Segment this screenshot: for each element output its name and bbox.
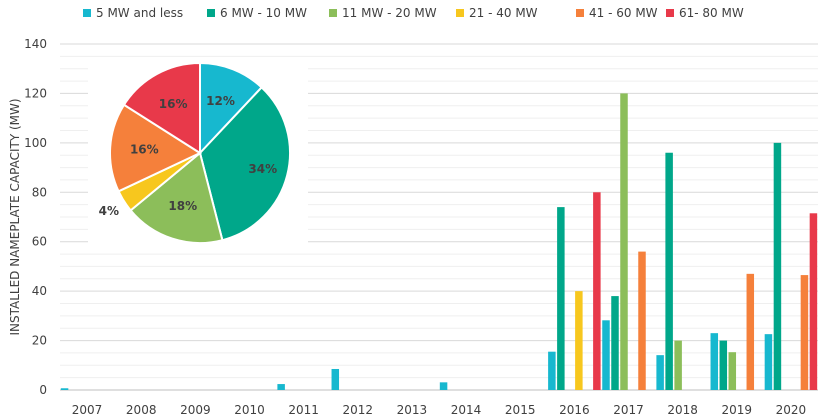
legend-item: 11 MW - 20 MW bbox=[329, 3, 437, 23]
bar-2018-series-2 bbox=[674, 340, 682, 390]
bar-2012-series-0 bbox=[331, 368, 340, 390]
legend-item: 21 - 40 MW bbox=[456, 3, 538, 23]
x-tick-label: 2020 bbox=[776, 403, 807, 417]
bar-2020-series-5 bbox=[809, 213, 818, 390]
y-tick-label: 100 bbox=[24, 136, 47, 150]
bar-2019-series-0 bbox=[710, 333, 719, 390]
legend-swatch bbox=[329, 9, 337, 17]
bar-2019-series-4 bbox=[746, 273, 755, 390]
legend-item: 6 MW - 10 MW bbox=[207, 3, 307, 23]
bar-2020-series-1 bbox=[773, 142, 782, 390]
bar-2014-series-0 bbox=[439, 382, 448, 390]
bar-2020-series-4 bbox=[800, 275, 809, 390]
pie-data-label: 12% bbox=[206, 94, 235, 108]
legend-label: 11 MW - 20 MW bbox=[342, 6, 437, 20]
bar-2016-series-1 bbox=[557, 207, 565, 390]
y-axis-title: INSTALLED NAMEPLATE CAPACITY (MW) bbox=[8, 98, 22, 335]
pie-data-label: 34% bbox=[248, 162, 277, 176]
legend: 5 MW and less 6 MW - 10 MW 11 MW - 20 MW 21… bbox=[0, 3, 833, 23]
pie-data-label: 4% bbox=[99, 204, 119, 218]
bar-2017-series-2 bbox=[620, 93, 628, 391]
bar-2017-series-1 bbox=[611, 296, 619, 390]
y-tick-label: 60 bbox=[32, 235, 47, 249]
legend-label: 61- 80 MW bbox=[679, 6, 744, 20]
pie-slice bbox=[199, 61, 264, 156]
y-axis-ticks: 0 20 40 60 80 100 120 140 bbox=[24, 37, 47, 397]
legend-swatch bbox=[207, 9, 215, 17]
legend-item: 61- 80 MW bbox=[666, 3, 744, 23]
gridlines bbox=[60, 43, 818, 391]
bar-2016-series-0 bbox=[548, 351, 556, 390]
bar-2016-series-5 bbox=[593, 192, 601, 390]
legend-label: 21 - 40 MW bbox=[469, 6, 538, 20]
legend-item: 41 - 60 MW bbox=[576, 3, 658, 23]
bar-2017-series-0 bbox=[602, 320, 610, 390]
legend-label: 41 - 60 MW bbox=[589, 6, 658, 20]
x-tick-label: 2008 bbox=[126, 403, 157, 417]
pie-slice bbox=[198, 85, 291, 242]
bar-2019-series-2 bbox=[728, 352, 737, 390]
bar-2020-series-0 bbox=[764, 334, 773, 390]
x-tick-label: 2019 bbox=[722, 403, 753, 417]
pie-chart: 12% 34% 18% 4% 16% 16% bbox=[88, 58, 308, 248]
x-tick-label: 2017 bbox=[613, 403, 644, 417]
legend-swatch bbox=[666, 9, 674, 17]
pie-data-label: 16% bbox=[159, 97, 188, 111]
x-tick-label: 2015 bbox=[505, 403, 536, 417]
x-tick-label: 2018 bbox=[667, 403, 698, 417]
legend-label: 6 MW - 10 MW bbox=[220, 6, 307, 20]
x-tick-label: 2016 bbox=[559, 403, 590, 417]
x-tick-label: 2011 bbox=[288, 403, 319, 417]
pie-slice bbox=[129, 151, 224, 244]
pie-slice bbox=[109, 103, 203, 193]
bar-2016-series-3 bbox=[575, 291, 583, 390]
bar-series bbox=[60, 93, 818, 391]
legend-swatch bbox=[576, 9, 584, 17]
x-axis-ticks: 2007 2008 2009 2010 2011 2012 2013 2014 2015 2016… bbox=[72, 403, 806, 417]
bar-2018-series-1 bbox=[665, 152, 673, 390]
bar-2007-series-0 bbox=[60, 388, 69, 390]
pie-data-label: 16% bbox=[130, 143, 159, 157]
x-tick-label: 2013 bbox=[397, 403, 428, 417]
y-tick-label: 0 bbox=[39, 383, 47, 397]
x-tick-label: 2007 bbox=[72, 403, 103, 417]
y-tick-label: 20 bbox=[32, 334, 47, 348]
y-tick-label: 40 bbox=[32, 284, 47, 298]
y-tick-label: 140 bbox=[24, 37, 47, 51]
x-tick-label: 2014 bbox=[451, 403, 482, 417]
bar-2017-series-4 bbox=[638, 251, 646, 390]
legend-label: 5 MW and less bbox=[96, 6, 184, 20]
x-tick-label: 2009 bbox=[180, 403, 211, 417]
pie-data-label: 18% bbox=[168, 199, 197, 213]
y-tick-label: 80 bbox=[32, 185, 47, 199]
x-tick-label: 2012 bbox=[343, 403, 374, 417]
bar-2019-series-1 bbox=[719, 340, 728, 390]
y-tick-label: 120 bbox=[24, 86, 47, 100]
bar-2018-series-0 bbox=[656, 355, 664, 390]
pie-slice bbox=[122, 61, 201, 155]
legend-swatch bbox=[83, 9, 91, 17]
legend-item: 5 MW and less bbox=[83, 3, 183, 23]
bar-2011-series-0 bbox=[277, 384, 285, 390]
legend-swatch bbox=[456, 9, 464, 17]
x-tick-label: 2010 bbox=[234, 403, 265, 417]
